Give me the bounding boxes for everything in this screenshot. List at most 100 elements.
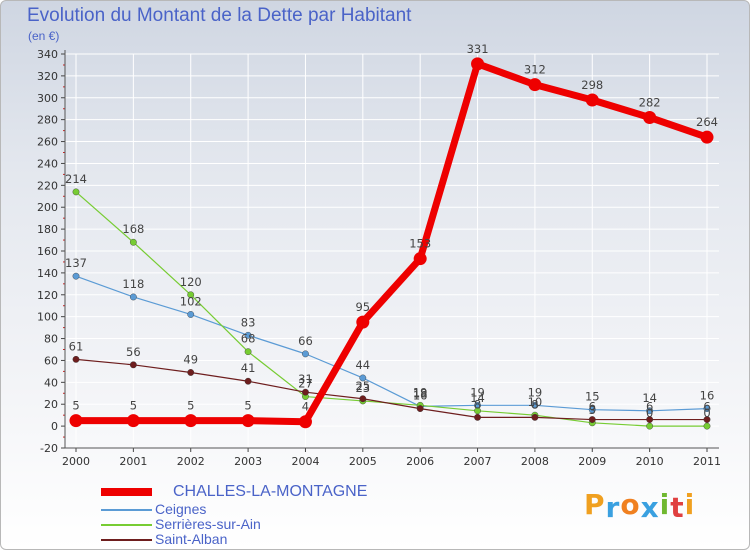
legend-swatch-ceignes [101, 509, 152, 511]
data-label-saint-alban: 31 [298, 372, 313, 386]
data-point-challes-la-montagne [298, 415, 312, 429]
data-label-serrieres-sur-ain: 168 [122, 222, 144, 236]
y-tick-label: 80 [44, 333, 58, 346]
data-point-saint-alban [474, 413, 481, 421]
y-tick-label: 260 [37, 136, 58, 149]
data-label-serrieres-sur-ain: 68 [241, 332, 256, 346]
data-point-saint-alban [302, 388, 309, 396]
data-point-challes-la-montagne [184, 414, 198, 428]
y-tick-label: 300 [37, 92, 58, 105]
data-label-challes-la-montagne: 264 [696, 115, 718, 129]
y-tick-label: 120 [37, 289, 58, 302]
x-tick-label: 2004 [291, 455, 319, 468]
data-label-ceignes: 137 [65, 256, 87, 270]
data-point-challes-la-montagne [413, 252, 427, 266]
data-point-serrieres-sur-ain [187, 291, 195, 299]
x-tick-label: 2011 [693, 455, 721, 468]
data-point-saint-alban [531, 413, 539, 421]
data-point-saint-alban [187, 369, 195, 376]
data-point-serrieres-sur-ain [244, 348, 252, 356]
data-label-serrieres-sur-ain: 0 [703, 406, 710, 420]
data-point-ceignes [703, 405, 711, 412]
x-tick-label: 2010 [636, 455, 664, 468]
legend-label-serrieres-sur-ain: Serrières-sur-Ain [155, 516, 261, 532]
data-label-saint-alban: 41 [241, 361, 256, 375]
data-point-ceignes [588, 406, 596, 414]
legend-swatch-serrieres-sur-ain [101, 524, 152, 526]
logo-letter: i [659, 488, 671, 521]
x-tick-label: 2000 [62, 455, 90, 468]
y-tick-label: 0 [51, 420, 58, 433]
data-point-challes-la-montagne [241, 414, 255, 428]
data-label-saint-alban: 25 [355, 379, 370, 393]
proxiti-logo: Proxiti [584, 488, 696, 524]
data-label-ceignes: 16 [700, 389, 715, 403]
data-point-challes-la-montagne [69, 414, 83, 428]
data-point-challes-la-montagne [585, 93, 599, 107]
x-tick-label: 2002 [177, 455, 205, 468]
data-point-saint-alban [416, 405, 424, 412]
data-label-challes-la-montagne: 4 [302, 400, 309, 414]
data-label-challes-la-montagne: 153 [409, 237, 431, 251]
data-label-ceignes: 19 [528, 385, 543, 399]
data-point-ceignes [531, 401, 539, 409]
data-label-saint-alban: 6 [589, 400, 596, 414]
logo-letter: t [670, 491, 685, 524]
data-label-challes-la-montagne: 95 [355, 300, 370, 314]
data-point-challes-la-montagne [471, 57, 485, 71]
data-label-saint-alban: 8 [474, 397, 481, 411]
series-line-challes-la-montagne [72, 60, 711, 426]
data-label-ceignes: 18 [413, 386, 428, 400]
data-label-ceignes: 44 [355, 358, 370, 372]
series-line-saint-alban [75, 358, 708, 421]
x-tick-label: 2007 [464, 455, 492, 468]
data-label-challes-la-montagne: 282 [639, 95, 661, 109]
x-tick-label: 2003 [234, 455, 262, 468]
logo-letter: i [684, 488, 696, 521]
x-tick-label: 2006 [406, 455, 434, 468]
data-label-challes-la-montagne: 5 [72, 399, 79, 413]
legend-label-challes-la-montagne: CHALLES-LA-MONTAGNE [173, 483, 368, 500]
data-point-challes-la-montagne [528, 78, 542, 92]
data-label-serrieres-sur-ain: 120 [180, 275, 202, 289]
data-label-saint-alban: 49 [183, 352, 198, 366]
y-tick-label: 20 [44, 398, 58, 411]
x-tick-label: 2001 [119, 455, 147, 468]
data-label-serrieres-sur-ain: 214 [65, 172, 87, 186]
y-tick-label: 140 [37, 267, 58, 280]
data-label-serrieres-sur-ain: 27 [298, 377, 313, 391]
data-label-ceignes: 66 [298, 334, 313, 348]
data-point-saint-alban [588, 416, 596, 423]
series-line-serrieres-sur-ain [75, 191, 708, 427]
chart-title: Evolution du Montant de la Dette par Hab… [27, 5, 412, 26]
data-point-saint-alban [359, 395, 367, 403]
data-label-saint-alban: 8 [531, 397, 538, 411]
data-label-ceignes: 102 [180, 294, 202, 308]
y-tick-label: 200 [37, 201, 58, 214]
data-point-ceignes [646, 407, 654, 415]
data-label-challes-la-montagne: 5 [187, 399, 194, 413]
data-label-saint-alban: 56 [126, 345, 141, 359]
data-label-serrieres-sur-ain: 23 [355, 381, 370, 395]
legend-swatch-saint-alban [101, 539, 152, 541]
data-label-ceignes: 118 [122, 277, 144, 291]
data-point-saint-alban [646, 416, 654, 423]
data-point-ceignes [359, 374, 367, 382]
data-label-serrieres-sur-ain: 0 [646, 406, 653, 420]
legend-label-ceignes: Ceignes [155, 501, 207, 517]
data-label-challes-la-montagne: 312 [524, 63, 546, 77]
data-point-serrieres-sur-ain [646, 422, 654, 430]
data-point-serrieres-sur-ain [72, 188, 80, 196]
y-tick-label: 60 [44, 354, 58, 367]
y-tick-label: 280 [37, 114, 58, 127]
y-tick-label: 160 [37, 245, 58, 258]
logo-letter: P [584, 488, 606, 521]
data-point-saint-alban [703, 416, 711, 423]
y-tick-label: 40 [44, 376, 58, 389]
y-tick-label: 340 [37, 48, 58, 61]
data-label-challes-la-montagne: 298 [581, 78, 603, 92]
data-point-challes-la-montagne [643, 110, 657, 124]
y-tick-label: 220 [37, 179, 58, 192]
data-point-ceignes [302, 350, 309, 358]
